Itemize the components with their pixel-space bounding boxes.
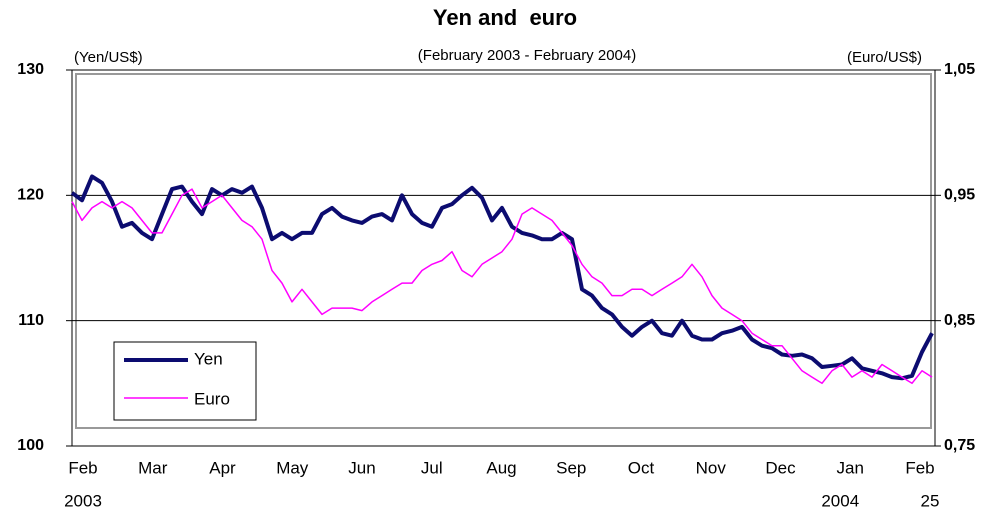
chart-title: Yen and euro bbox=[433, 5, 577, 30]
x-tick-label: Nov bbox=[696, 458, 727, 477]
x-tick-label: Jul bbox=[421, 458, 443, 477]
x-tick-label: Oct bbox=[628, 458, 655, 477]
legend: Yen Euro bbox=[113, 341, 257, 421]
x-tick-label: Dec bbox=[765, 458, 796, 477]
legend-label: Euro bbox=[194, 389, 230, 408]
x-tick-label: Aug bbox=[486, 458, 516, 477]
y-axis-label: (Yen/US$) bbox=[74, 49, 143, 66]
x-tick-label: Jun bbox=[348, 458, 375, 477]
plot-frame bbox=[71, 69, 936, 447]
x-tick-label: Feb bbox=[68, 458, 97, 477]
y-tick-label: 100 bbox=[17, 437, 44, 454]
y-tick-label: 130 bbox=[17, 61, 44, 78]
x-tick-label: Jan bbox=[837, 458, 864, 477]
y2-axis-label: (Euro/US$) bbox=[847, 49, 922, 66]
legend-label: Yen bbox=[194, 349, 223, 368]
line-series bbox=[71, 188, 933, 385]
line-series bbox=[70, 174, 934, 381]
legend-box bbox=[113, 341, 257, 421]
plot-inner-frame bbox=[75, 73, 932, 429]
x-tick-label: Apr bbox=[209, 458, 236, 477]
x-sublabel: 2004 bbox=[821, 491, 859, 510]
y2-tick-label: 0,95 bbox=[944, 187, 975, 204]
y2-tick-label: 0,85 bbox=[944, 312, 975, 329]
y-tick-label: 120 bbox=[17, 187, 44, 204]
x-sublabel: 2003 bbox=[64, 491, 102, 510]
x-tick-label: Mar bbox=[138, 458, 168, 477]
x-tick-label: Sep bbox=[556, 458, 586, 477]
x-tick-label: May bbox=[276, 458, 309, 477]
x-tick-label: Feb bbox=[905, 458, 934, 477]
x-sublabel: 25 bbox=[921, 491, 940, 510]
y2-tick-label: 1,05 bbox=[944, 61, 975, 78]
y2-tick-label: 0,75 bbox=[944, 437, 975, 454]
y-tick-label: 110 bbox=[18, 312, 44, 329]
chart-subtitle: (February 2003 - February 2004) bbox=[418, 47, 636, 64]
